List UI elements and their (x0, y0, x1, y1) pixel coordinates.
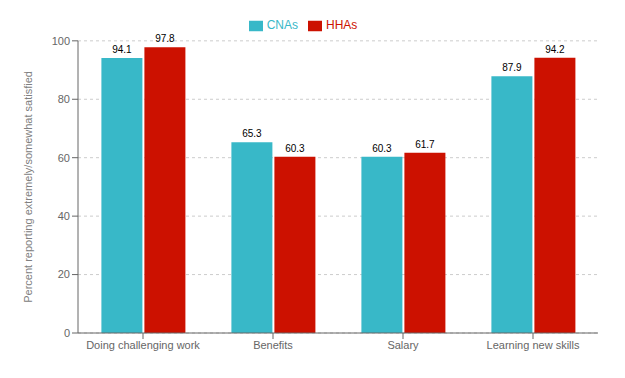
svg-text:Percent reporting extremely/so: Percent reporting extremely/somewhat sat… (22, 71, 34, 303)
svg-text:61.7: 61.7 (415, 139, 435, 150)
html-text:CNAs: CNAs (266, 18, 298, 32)
svg-text:Doing challenging work: Doing challenging work (86, 339, 200, 351)
svg-text:100: 100 (52, 35, 70, 47)
svg-text:94.1: 94.1 (112, 44, 132, 55)
svg-text:Salary: Salary (387, 339, 419, 351)
svg-text:87.9: 87.9 (502, 62, 522, 73)
svg-text:80: 80 (58, 93, 70, 105)
svg-text:Benefits: Benefits (253, 339, 293, 351)
svg-text:60.3: 60.3 (372, 143, 392, 154)
svg-text:97.8: 97.8 (155, 33, 175, 44)
svg-text:65.3: 65.3 (242, 128, 262, 139)
svg-text:40: 40 (58, 210, 70, 222)
html-text:HHAs: HHAs (326, 18, 358, 32)
svg-text:Learning new skills: Learning new skills (487, 339, 580, 351)
svg-text:60.3: 60.3 (285, 143, 305, 154)
svg-text:60: 60 (58, 152, 70, 164)
svg-text:20: 20 (58, 268, 70, 280)
svg-text:94.2: 94.2 (545, 44, 565, 55)
svg-text:0: 0 (64, 327, 70, 339)
